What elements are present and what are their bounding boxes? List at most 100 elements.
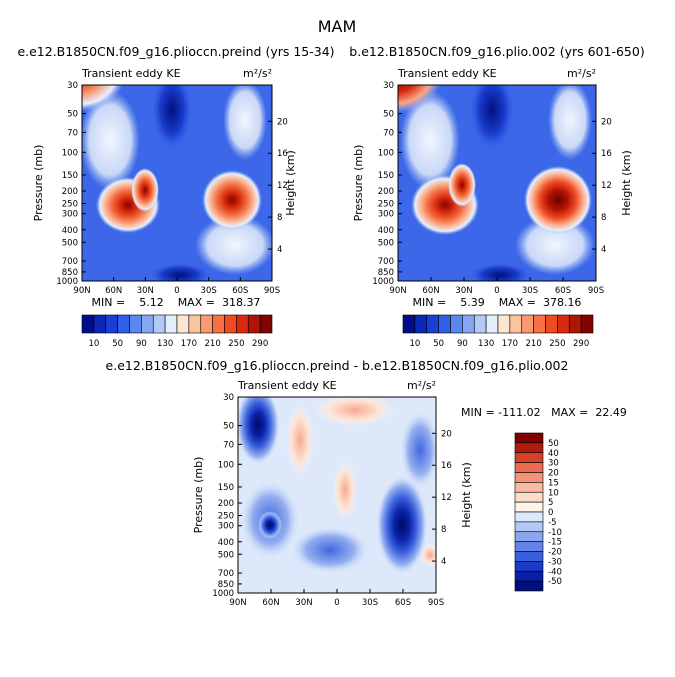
- colorbar: 10 50 90 130 170 210 250 290: [402, 314, 594, 349]
- colorbar-label: 15: [548, 478, 559, 488]
- field-pale-region: [548, 85, 592, 160]
- y-tick-label: 500: [378, 238, 394, 248]
- y-tick-label: 30: [67, 81, 78, 91]
- variable-label: Transient eddy KE: [397, 67, 497, 80]
- field-positive-region: [286, 404, 314, 476]
- colorbar-swatch: [521, 314, 534, 334]
- x-tick-label: 30S: [522, 286, 538, 296]
- field-dark-region: [150, 263, 210, 281]
- x-tick-label: 60S: [555, 286, 571, 296]
- colorbar-swatch: [176, 314, 190, 334]
- colorbar-swatch: [514, 432, 544, 444]
- y-tick-label: 30: [383, 81, 394, 91]
- colorbar-label: 130: [478, 339, 494, 349]
- x-tick-label: 90N: [229, 598, 246, 608]
- colorbar-label: 30: [548, 459, 559, 469]
- x-tick-label: 30S: [362, 598, 378, 608]
- colorbar-label: -5: [548, 518, 556, 528]
- y-tick-label: 250: [218, 512, 234, 522]
- y2-tick-label: 16: [601, 149, 612, 159]
- y-tick-label: 1000: [372, 277, 394, 287]
- colorbar-swatch: [141, 314, 154, 334]
- colorbar-swatch: [514, 551, 544, 562]
- field-corner-max: [398, 85, 443, 116]
- y2-tick-label: 20: [277, 117, 288, 127]
- y-tick-label: 700: [62, 257, 78, 267]
- colorbar-label: 250: [549, 339, 565, 349]
- x-tick-label: 60N: [422, 286, 439, 296]
- colorbar-label: 20: [548, 469, 559, 479]
- colorbar-swatch: [152, 314, 166, 334]
- field-max-sh: [524, 166, 592, 234]
- colorbar: 10 50 90 130 170 210 250 290: [81, 314, 273, 349]
- x-tick-label: 0: [334, 598, 339, 608]
- colorbar-swatch: [81, 314, 95, 334]
- x-tick-label: 90S: [428, 598, 444, 608]
- colorbar-swatch: [485, 314, 499, 334]
- colorbar-swatch: [557, 314, 570, 334]
- x-tick-label: 60S: [395, 598, 411, 608]
- colorbar-label: 10: [88, 339, 99, 349]
- colorbar-label: 5: [548, 498, 553, 508]
- y2-tick-label: 20: [441, 429, 452, 439]
- field-negative-region: [400, 410, 436, 490]
- y-tick-label: 1000: [56, 277, 78, 287]
- y-tick-label: 150: [62, 171, 78, 181]
- y2-axis-label: Height (km): [460, 462, 473, 528]
- panel-title: b.e12.B1850CN.f09_g16.plio.002 (yrs 601-…: [349, 44, 644, 59]
- y-tick-label: 250: [62, 200, 78, 210]
- colorbar-label: -10: [548, 528, 562, 538]
- x-tick-label: 90S: [264, 286, 280, 296]
- colorbar-label: 130: [157, 339, 173, 349]
- x-ticks: 90N 60N 30N 0 30S 60S 90S: [389, 277, 604, 296]
- field-max-sh: [202, 170, 262, 230]
- colorbar-swatch: [212, 314, 225, 334]
- x-tick-label: 0: [174, 286, 179, 296]
- colorbar-label: 40: [548, 449, 559, 459]
- y-tick-label: 200: [62, 187, 78, 197]
- colorbar-swatch: [414, 314, 428, 334]
- colorbar-swatch: [514, 472, 544, 483]
- min-max-stats: MIN = 5.39 MAX = 378.16: [413, 296, 582, 309]
- y-tick-label: 150: [218, 483, 234, 493]
- y-tick-label: 70: [67, 128, 78, 138]
- panel-title: e.e12.B1850CN.f09_g16.plioccn.preind (yr…: [17, 44, 334, 59]
- y2-axis-label: Height (km): [620, 150, 633, 216]
- colorbar-swatch: [188, 314, 202, 334]
- y2-tick-label: 8: [601, 213, 606, 223]
- colorbar-swatch: [259, 314, 273, 334]
- colorbar-swatch: [514, 501, 544, 513]
- y-tick-label: 200: [218, 499, 234, 509]
- colorbar-swatch: [514, 491, 544, 503]
- colorbar-swatch: [580, 314, 594, 334]
- colorbar-swatch: [247, 314, 261, 334]
- colorbar-label: 290: [252, 339, 268, 349]
- colorbar-swatch: [514, 452, 544, 463]
- colorbar-label: 50: [112, 339, 123, 349]
- y2-tick-label: 4: [601, 245, 606, 255]
- y2-tick-label: 8: [441, 525, 446, 535]
- y-tick-label: 1000: [212, 589, 234, 599]
- y-tick-label: 850: [218, 580, 234, 590]
- colorbar-swatch: [426, 314, 439, 334]
- y-tick-label: 700: [378, 257, 394, 267]
- colorbar-swatch: [117, 314, 130, 334]
- colorbar-label: 170: [502, 339, 518, 349]
- field-max-nh2: [448, 163, 476, 207]
- min-max-stats: MIN = 5.12 MAX = 318.37: [92, 296, 261, 309]
- x-tick-label: 0: [494, 286, 499, 296]
- y-tick-label: 50: [223, 422, 234, 432]
- y2-ticks: 20 16 12 8 4: [268, 117, 288, 255]
- y-tick-label: 200: [378, 187, 394, 197]
- y-tick-label: 850: [378, 268, 394, 278]
- colorbar-label: 290: [573, 339, 589, 349]
- y-tick-label: 300: [62, 210, 78, 220]
- x-ticks: 90N 60N 30N 0 30S 60S 90S: [229, 589, 444, 608]
- y2-tick-label: 12: [601, 181, 612, 191]
- y-tick-label: 250: [378, 200, 394, 210]
- colorbar-swatch: [473, 314, 487, 334]
- y2-ticks: 20 16 12 8 4: [432, 429, 452, 567]
